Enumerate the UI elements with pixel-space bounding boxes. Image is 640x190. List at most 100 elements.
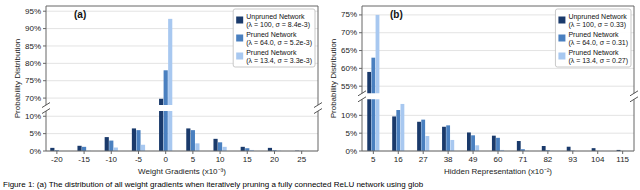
frame-line xyxy=(318,6,319,105)
legend: Unpruned Network(λ = 100, σ = 0.33) Prune… xyxy=(555,9,631,67)
frame-line xyxy=(318,111,319,151)
legend-label-line: Unpruned Network xyxy=(246,13,305,21)
x-tick-label: 5 xyxy=(191,155,196,164)
bar xyxy=(517,141,521,151)
bar xyxy=(421,120,425,151)
bar xyxy=(168,111,172,151)
legend-label: Unpruned Network(λ = 100, σ = 0.33) xyxy=(568,13,627,29)
legend-label-line: (λ = 13.4, σ = 3.3e-3) xyxy=(246,57,312,65)
legend-label-line: (λ = 100, σ = 0.33) xyxy=(568,21,626,29)
x-tick xyxy=(423,151,424,154)
x-tick-label: -5 xyxy=(135,155,143,164)
x-tick xyxy=(138,151,139,154)
panel-title: (a) xyxy=(74,9,86,20)
legend-label: Pruned Network(λ = 64.0, σ = 5.2e-3) xyxy=(246,31,312,47)
x-tick xyxy=(220,151,221,154)
x-tick-label: 115 xyxy=(616,155,629,164)
x-tick xyxy=(301,151,302,154)
bar xyxy=(109,141,113,151)
bar xyxy=(223,147,227,151)
x-tick xyxy=(398,151,399,154)
legend-label-line: Pruned Network xyxy=(246,31,297,38)
bar xyxy=(542,146,546,151)
y-axis-label: Probability Distribution xyxy=(13,39,22,119)
x-tick-label: -10 xyxy=(105,155,117,164)
bar xyxy=(164,111,168,151)
y-axis-line xyxy=(362,99,363,151)
x-tick-label: 10 xyxy=(216,155,225,164)
bar xyxy=(195,143,199,151)
bar xyxy=(496,138,500,151)
legend-box xyxy=(555,9,631,67)
x-tick xyxy=(84,151,85,154)
bar xyxy=(367,72,371,93)
x-axis-label: Weight Gradients (x10⁻³) xyxy=(138,167,226,176)
bar xyxy=(567,147,571,151)
bar xyxy=(213,139,217,151)
legend-label-line: (λ = 64.0, σ = 0.31) xyxy=(568,39,628,47)
y-tick-label: 55% xyxy=(341,82,357,91)
frame-line xyxy=(46,6,318,7)
x-axis-line xyxy=(46,151,318,152)
bar xyxy=(492,136,496,151)
bar xyxy=(467,132,471,151)
x-tick-label: 93 xyxy=(568,155,577,164)
x-tick-label: 5 xyxy=(371,155,376,164)
grid-line xyxy=(46,98,318,99)
break-mark xyxy=(42,103,50,108)
bar xyxy=(241,147,245,151)
legend-label-line: Unpruned Network xyxy=(568,13,627,21)
x-tick xyxy=(473,151,474,154)
legend-label-line: (λ = 64.0, σ = 5.2e-3) xyxy=(246,39,312,47)
y-tick-label: 85% xyxy=(25,42,41,51)
break-mark xyxy=(42,109,50,114)
bar xyxy=(471,135,475,151)
legend-label: Pruned Network(λ = 13.4, σ = 0.27) xyxy=(568,49,628,65)
bar xyxy=(396,110,400,151)
legend-label-line: Pruned Network xyxy=(568,49,619,56)
bar xyxy=(164,70,168,105)
y-tick-label: 70% xyxy=(341,28,357,37)
bars xyxy=(50,111,308,151)
legend-swatch xyxy=(558,17,565,24)
y-tick-label: 70% xyxy=(25,94,41,103)
x-tick xyxy=(56,151,57,154)
y-tick-label: 75% xyxy=(341,10,357,19)
panel: 0%5%10%55%60%65%70%75%516273849607182931… xyxy=(329,0,638,190)
y-tick-label: 75% xyxy=(25,76,41,85)
bar xyxy=(376,99,380,151)
x-tick xyxy=(247,151,248,154)
y-axis-label: Probability Distribution xyxy=(329,39,338,119)
x-tick xyxy=(622,151,623,154)
grid-line xyxy=(46,116,318,117)
legend-label: Pruned Network(λ = 13.4, σ = 3.3e-3) xyxy=(246,49,312,65)
bar xyxy=(105,137,109,151)
break-mark xyxy=(314,109,322,114)
y-tick-label: 10% xyxy=(25,112,41,121)
x-tick-label: 20 xyxy=(270,155,279,164)
bar xyxy=(218,142,222,151)
legend-label: Unpruned Network(λ = 100, σ = 8.4e-3) xyxy=(246,13,310,29)
x-tick xyxy=(192,151,193,154)
x-tick-label: 71 xyxy=(518,155,527,164)
panel-title: (b) xyxy=(390,9,403,20)
x-axis-label: Hidden Representation (x10⁻²) xyxy=(444,167,552,176)
x-tick-label: 49 xyxy=(469,155,478,164)
x-tick xyxy=(522,151,523,154)
bar xyxy=(367,99,371,151)
legend-swatch xyxy=(558,53,565,60)
grid-line xyxy=(46,80,318,81)
legend-swatch xyxy=(236,53,243,60)
y-tick-label: 5% xyxy=(345,129,357,138)
bar xyxy=(475,145,479,151)
legend-label: Pruned Network(λ = 64.0, σ = 0.31) xyxy=(568,31,628,47)
x-tick-label: 0 xyxy=(163,155,168,164)
x-tick xyxy=(597,151,598,154)
y-tick-label: 10% xyxy=(341,111,357,120)
bar xyxy=(442,127,446,151)
x-tick-label: -15 xyxy=(78,155,90,164)
x-tick xyxy=(448,151,449,154)
bar xyxy=(132,128,136,151)
bar xyxy=(82,147,86,151)
grid-line xyxy=(362,86,634,87)
